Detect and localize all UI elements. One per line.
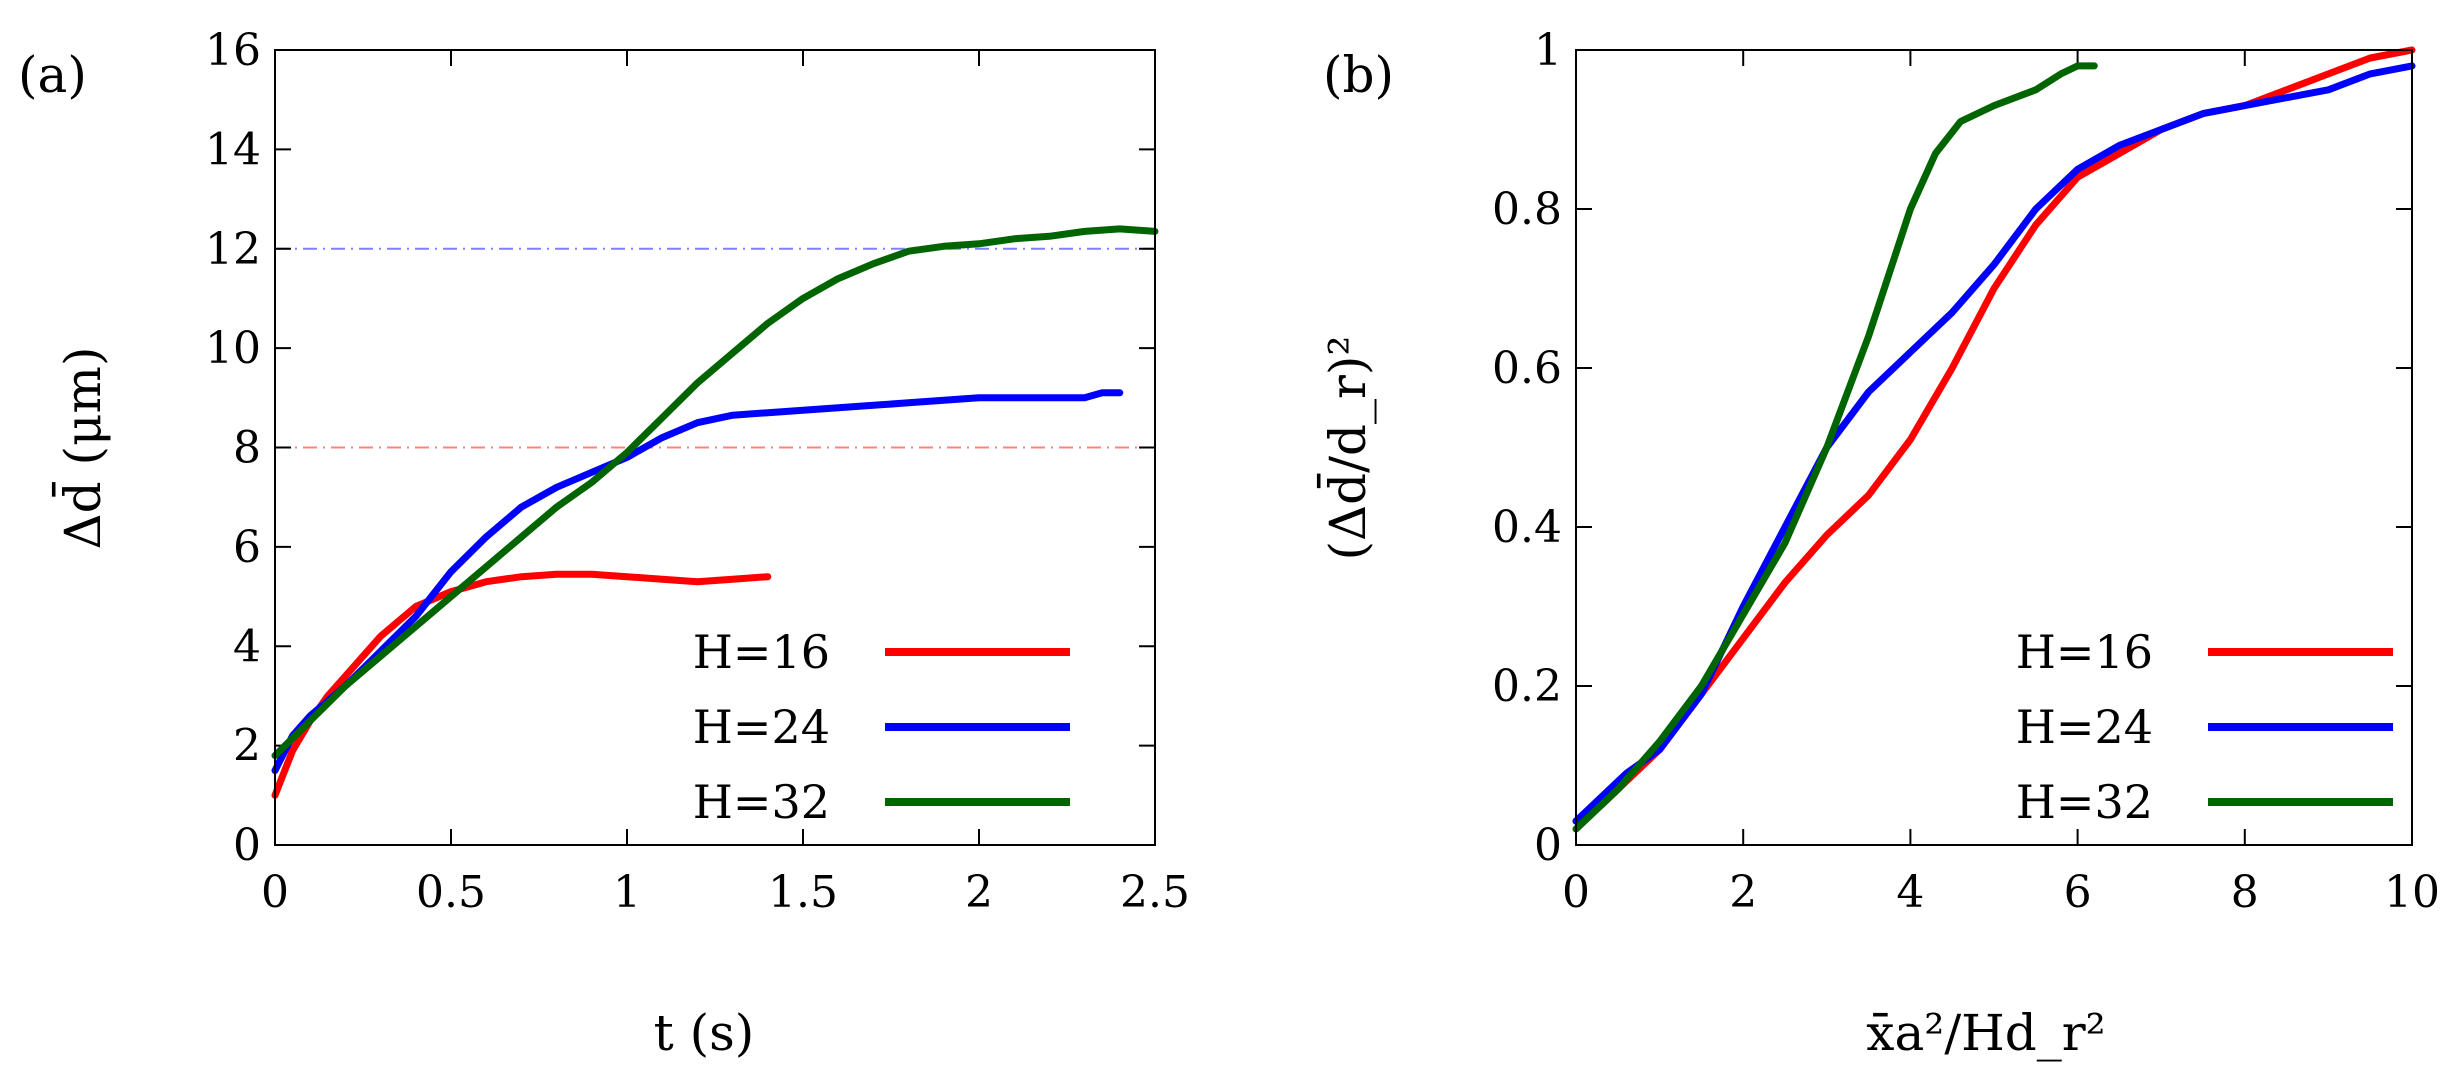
panel-a-xtick-label-4: 2 — [965, 867, 993, 918]
panel-b-series-h-16 — [1572, 46, 2416, 825]
panel-b-xtick-label-4: 8 — [2231, 867, 2259, 918]
panel-a-ylabel: Δd̄ (μm) — [51, 347, 112, 550]
panel-b-ytick-label-1: 0.2 — [1492, 661, 1562, 712]
panel-a-xtick-label-0: 0 — [261, 867, 289, 918]
panel-a-label: (a) — [18, 46, 87, 104]
panel-a-ytick-label-5: 10 — [205, 323, 261, 374]
panel-a-ytick-label-2: 4 — [233, 621, 261, 672]
panel-a-ytick-label-3: 6 — [233, 522, 261, 573]
panel-b-xtick-label-3: 6 — [2064, 867, 2092, 918]
panel-b-series-h-32 — [1572, 62, 2098, 833]
panel-b: (b) x̄a²/Hd_r² (Δd̄/d_r)² 0 2 4 6 8 10 0 0.2 0.4… — [1316, 25, 2440, 1062]
panel-b-legend-label-2: H=32 — [2016, 775, 2153, 829]
panel-a-series-h-24 — [271, 389, 1124, 774]
panel-a-ytick-label-8: 16 — [205, 25, 261, 76]
panel-a-ytick-label-6: 12 — [205, 224, 261, 275]
panel-a-ytick-label-4: 8 — [233, 423, 261, 474]
panel-b-ytick-label-5: 1 — [1534, 25, 1562, 76]
panel-b-ytick-label-3: 0.6 — [1492, 343, 1562, 394]
panel-b-legend-label-0: H=16 — [2016, 625, 2153, 679]
panel-a-xlabel: t (s) — [654, 1004, 755, 1062]
panel-b-label: (b) — [1323, 46, 1394, 104]
panel-a-legend-label-1: H=24 — [693, 700, 830, 754]
panel-b-legend-label-1: H=24 — [2016, 700, 2153, 754]
panel-a-xtick-label-5: 2.5 — [1120, 867, 1190, 918]
panel-a-plot-frame — [274, 49, 1156, 846]
panel-a-ytick-label-1: 2 — [233, 721, 261, 772]
panel-b-xtick-label-2: 4 — [1896, 867, 1924, 918]
panel-b-ytick-label-2: 0.4 — [1492, 502, 1562, 553]
panel-a-xtick-label-1: 0.5 — [416, 867, 486, 918]
panel-a: (a) t (s) Δd̄ (μm) 0 0.5 1 1.5 2 2.5 0 2 4 6 8 10 12… — [18, 25, 1190, 1062]
panel-b-xtick-label-5: 10 — [2384, 867, 2440, 918]
panel-b-plot-frame — [1575, 49, 2413, 846]
panel-b-xtick-label-1: 2 — [1729, 867, 1757, 918]
panel-b-ylabel: (Δd̄/d_r)² — [1316, 336, 1377, 561]
panel-a-ytick-label-7: 14 — [205, 124, 261, 175]
panel-b-xtick-label-0: 0 — [1562, 867, 1590, 918]
panel-a-legend-label-2: H=32 — [693, 775, 830, 829]
panel-a-xtick-label-3: 1.5 — [768, 867, 838, 918]
panel-b-ytick-label-0: 0 — [1534, 820, 1562, 871]
panel-a-legend-label-0: H=16 — [693, 625, 830, 679]
panel-b-ytick-label-4: 0.8 — [1492, 184, 1562, 235]
panel-a-series-h-32 — [271, 225, 1159, 760]
panel-a-ytick-label-0: 0 — [233, 820, 261, 871]
panel-a-xtick-label-2: 1 — [613, 867, 641, 918]
panel-b-series-h-24 — [1572, 62, 2416, 825]
panel-b-xlabel: x̄a²/Hd_r² — [1866, 1004, 2105, 1062]
